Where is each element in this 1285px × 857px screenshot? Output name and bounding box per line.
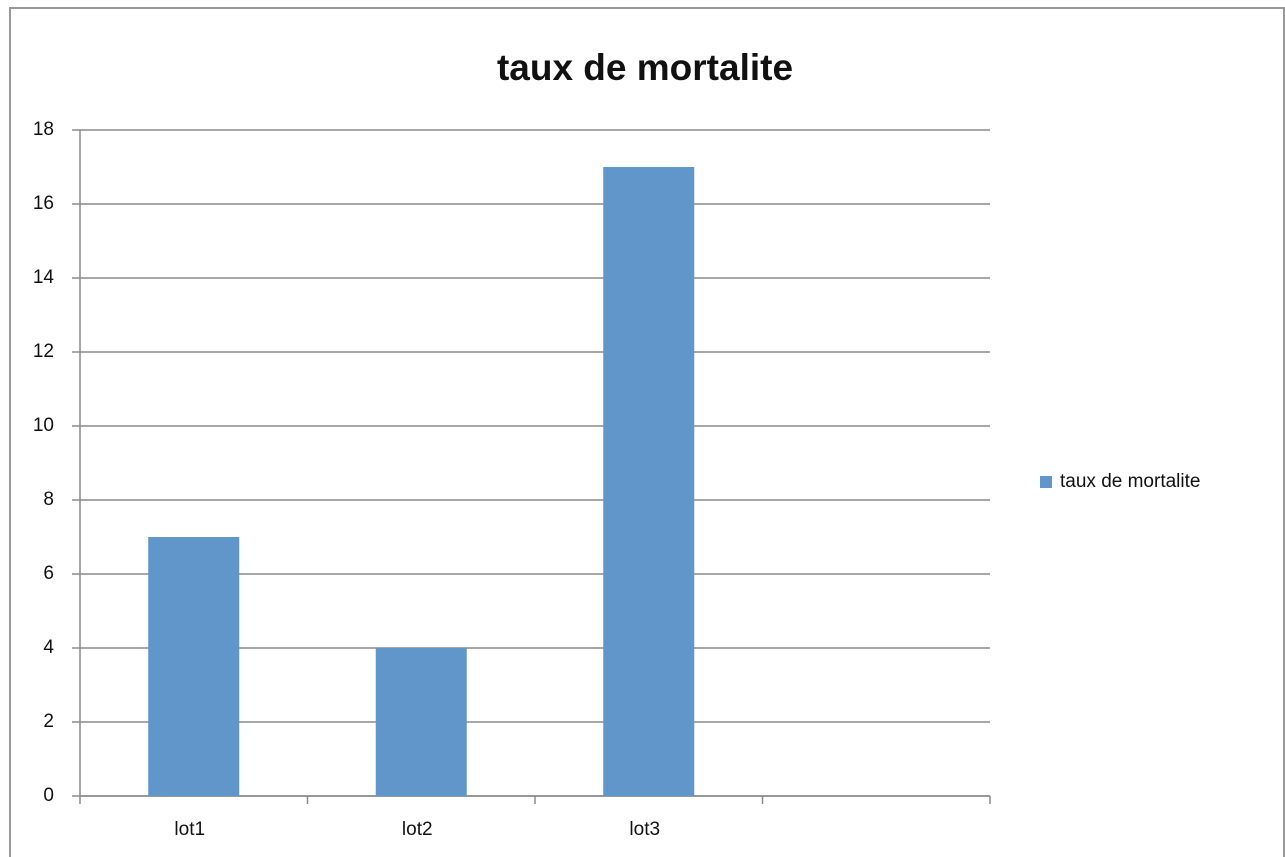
y-tick-label: 8 [43,489,54,510]
y-tick-label: 16 [33,193,54,214]
y-tick-label: 12 [33,341,54,362]
legend-label: taux de mortalite [1060,471,1200,492]
x-tick-label: lot2 [402,819,433,840]
y-tick-label: 14 [33,267,55,288]
y-tick-label: 18 [33,119,54,140]
bar [148,537,240,796]
legend-swatch [1040,476,1052,488]
x-tick-label: lot1 [174,819,205,840]
x-tick-label: lot3 [629,819,660,840]
chart-title: taux de mortalite [497,47,793,88]
bar [375,648,467,796]
y-tick-label: 4 [43,637,54,658]
y-tick-label: 6 [43,563,54,584]
bar [603,167,695,796]
y-tick-label: 2 [43,711,54,732]
y-tick-label: 10 [33,415,54,436]
y-tick-label: 0 [43,785,54,806]
